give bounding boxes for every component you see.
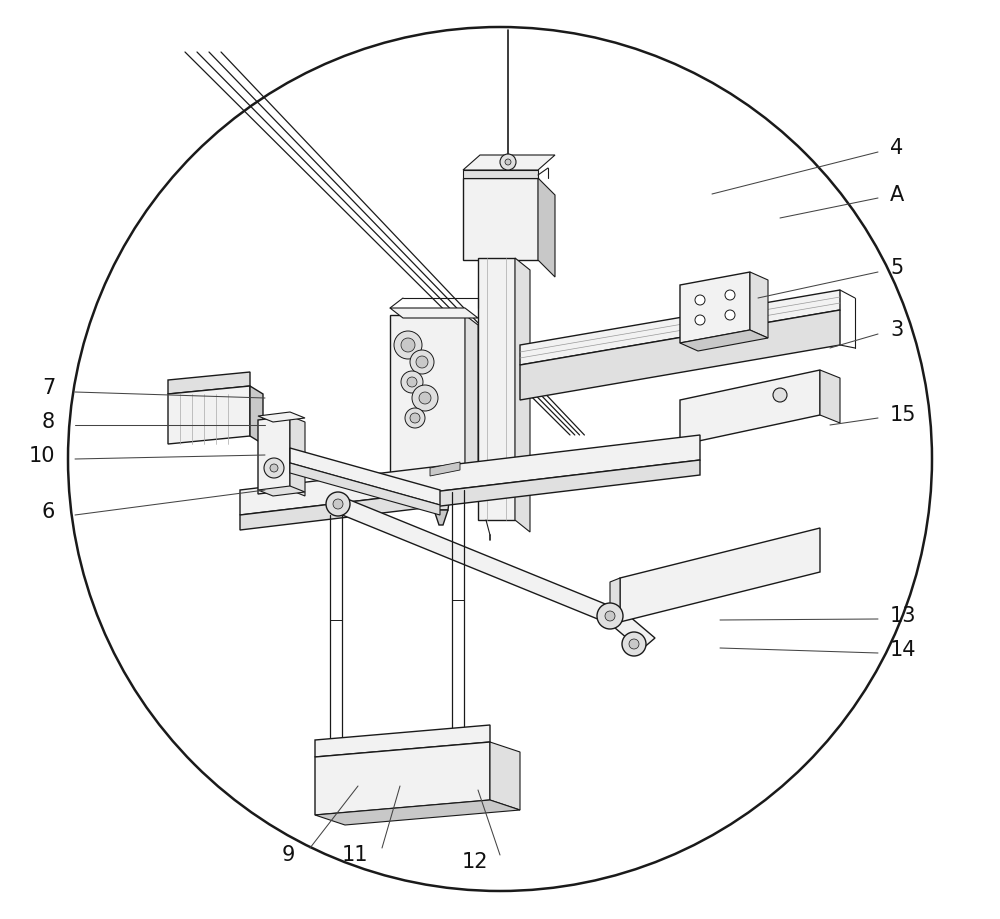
Circle shape <box>333 499 343 509</box>
Polygon shape <box>290 448 440 505</box>
Polygon shape <box>315 725 490 757</box>
Polygon shape <box>168 372 250 394</box>
Text: 10: 10 <box>28 446 55 466</box>
Circle shape <box>407 377 417 387</box>
Circle shape <box>405 408 425 428</box>
Text: 3: 3 <box>890 320 903 340</box>
Text: 11: 11 <box>342 845 368 865</box>
Polygon shape <box>620 528 820 622</box>
Text: 6: 6 <box>42 502 55 522</box>
Polygon shape <box>290 463 440 515</box>
Polygon shape <box>258 412 305 422</box>
Polygon shape <box>750 272 768 338</box>
Circle shape <box>410 413 420 423</box>
Circle shape <box>629 639 639 649</box>
Polygon shape <box>430 478 452 510</box>
Circle shape <box>695 295 705 305</box>
Circle shape <box>725 290 735 300</box>
Circle shape <box>264 458 284 478</box>
Text: 5: 5 <box>890 258 903 278</box>
Circle shape <box>394 331 422 359</box>
Polygon shape <box>315 742 490 815</box>
Polygon shape <box>463 178 538 260</box>
Text: 9: 9 <box>282 845 295 865</box>
Circle shape <box>725 310 735 320</box>
Circle shape <box>419 392 431 404</box>
Circle shape <box>401 338 415 352</box>
Polygon shape <box>680 370 820 445</box>
Circle shape <box>68 27 932 891</box>
Polygon shape <box>240 435 700 515</box>
Polygon shape <box>520 290 840 365</box>
Circle shape <box>270 464 278 472</box>
Polygon shape <box>820 370 840 423</box>
Circle shape <box>416 356 428 368</box>
Polygon shape <box>290 416 305 496</box>
Circle shape <box>622 632 646 656</box>
Polygon shape <box>538 178 555 277</box>
Polygon shape <box>515 258 530 532</box>
Text: 14: 14 <box>890 640 916 660</box>
Text: 13: 13 <box>890 606 916 626</box>
Polygon shape <box>390 308 478 318</box>
Text: 8: 8 <box>42 412 55 432</box>
Circle shape <box>500 154 516 170</box>
Polygon shape <box>463 170 538 178</box>
Polygon shape <box>390 315 465 480</box>
Text: 7: 7 <box>42 378 55 398</box>
Circle shape <box>695 315 705 325</box>
Circle shape <box>773 388 787 402</box>
Polygon shape <box>465 315 478 490</box>
Circle shape <box>326 492 350 516</box>
Circle shape <box>605 611 615 621</box>
Polygon shape <box>463 155 555 170</box>
Polygon shape <box>520 310 840 400</box>
Polygon shape <box>240 460 700 530</box>
Circle shape <box>412 385 438 411</box>
Text: 15: 15 <box>890 405 916 425</box>
Polygon shape <box>434 510 448 525</box>
Polygon shape <box>250 386 263 444</box>
Polygon shape <box>610 578 620 626</box>
Circle shape <box>401 371 423 393</box>
Polygon shape <box>430 462 460 476</box>
Circle shape <box>410 350 434 374</box>
Polygon shape <box>168 386 250 444</box>
Polygon shape <box>315 800 520 825</box>
Polygon shape <box>258 416 290 494</box>
Polygon shape <box>680 272 750 343</box>
Text: 12: 12 <box>462 852 488 872</box>
Polygon shape <box>608 610 655 650</box>
Text: 4: 4 <box>890 138 903 158</box>
Circle shape <box>505 159 511 165</box>
Polygon shape <box>478 258 515 520</box>
Polygon shape <box>680 330 768 351</box>
Polygon shape <box>490 742 520 810</box>
Text: A: A <box>890 185 904 205</box>
Polygon shape <box>258 486 305 496</box>
Circle shape <box>597 603 623 629</box>
Polygon shape <box>330 498 620 622</box>
